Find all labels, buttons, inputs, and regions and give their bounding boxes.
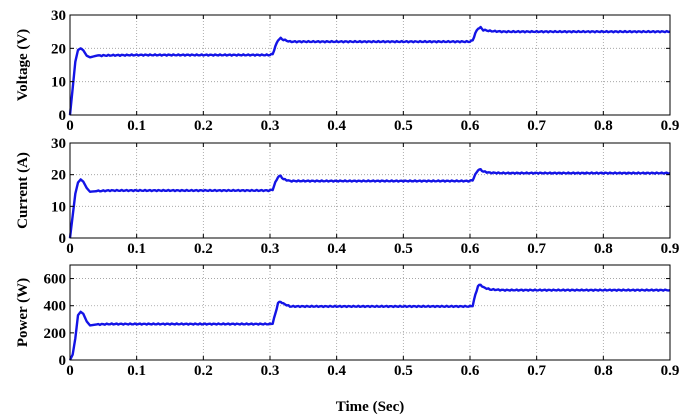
power-ytick-label: 600 bbox=[44, 272, 67, 288]
power-xtick-label: 0.2 bbox=[194, 363, 213, 379]
current-xtick-label: 0.5 bbox=[394, 241, 413, 257]
power-xtick-label: 0.6 bbox=[461, 363, 480, 379]
power-ytick-label: 400 bbox=[44, 299, 67, 315]
voltage-xtick-label: 0.3 bbox=[261, 118, 280, 134]
current-xtick-label: 0.7 bbox=[527, 241, 546, 257]
power-ytick-label: 200 bbox=[44, 326, 67, 342]
power-xtick-label: 0.4 bbox=[327, 363, 346, 379]
power-ticks: 0 0.1 0.2 0.3 0.4 0.5 0.6 0.7 0.8 0.9 0 200 400 600 bbox=[44, 265, 680, 379]
power-panel: 0 0.1 0.2 0.3 0.4 0.5 0.6 0.7 0.8 0.9 0 200 400 600 P… bbox=[15, 264, 680, 415]
current-xtick-label: 0.1 bbox=[127, 241, 146, 257]
voltage-ytick-label: 0 bbox=[59, 108, 67, 124]
voltage-ytick-label: 20 bbox=[51, 41, 66, 57]
voltage-xtick-label: 0.9 bbox=[661, 118, 680, 134]
power-ytick-label: 0 bbox=[59, 353, 67, 369]
power-axes-frame bbox=[69, 264, 671, 361]
current-xtick-label: 0.9 bbox=[661, 241, 680, 257]
voltage-axes-frame bbox=[69, 14, 671, 116]
voltage-ytick-label: 10 bbox=[51, 75, 66, 91]
power-xtick-label: 0.5 bbox=[394, 363, 413, 379]
voltage-panel: 0 0.1 0.2 0.3 0.4 0.5 0.6 0.7 0.8 0.9 0 10 20 30 Volt… bbox=[15, 8, 679, 134]
current-xtick-label: 0.2 bbox=[194, 241, 213, 257]
power-xtick-label: 0.1 bbox=[127, 363, 146, 379]
current-xtick-label: 0.3 bbox=[261, 241, 280, 257]
voltage-xtick-label: 0 bbox=[66, 118, 74, 134]
power-xtick-label: 0.7 bbox=[527, 363, 546, 379]
current-ytick-label: 30 bbox=[51, 136, 66, 152]
voltage-xtick-label: 0.2 bbox=[194, 118, 213, 134]
current-ytick-label: 10 bbox=[51, 199, 66, 215]
power-trace bbox=[68, 283, 671, 361]
time-xlabel: Time (Sec) bbox=[336, 399, 404, 415]
power-xtick-label: 0.8 bbox=[594, 363, 613, 379]
power-xtick-label: 0.3 bbox=[261, 363, 280, 379]
voltage-ylabel: Voltage (V) bbox=[15, 29, 31, 101]
voltage-xtick-label: 0.6 bbox=[461, 118, 480, 134]
power-xtick-label: 0.9 bbox=[661, 363, 680, 379]
current-xtick-label: 0.8 bbox=[594, 241, 613, 257]
voltage-ticks: 0 0.1 0.2 0.3 0.4 0.5 0.6 0.7 0.8 0.9 0 10 20 30 bbox=[51, 8, 679, 134]
power-grid bbox=[70, 265, 670, 360]
voltage-ytick-label: 30 bbox=[51, 8, 66, 24]
voltage-xtick-label: 0.4 bbox=[327, 118, 346, 134]
current-ytick-label: 20 bbox=[51, 168, 66, 184]
voltage-trace bbox=[68, 25, 671, 116]
voltage-xtick-label: 0.1 bbox=[127, 118, 146, 134]
current-trace bbox=[68, 168, 671, 239]
current-grid bbox=[70, 143, 670, 238]
power-ylabel: Power (W) bbox=[15, 278, 31, 347]
voltage-grid bbox=[70, 15, 670, 115]
power-xtick-label: 0 bbox=[66, 363, 74, 379]
current-ticks: 0 0.1 0.2 0.3 0.4 0.5 0.6 0.7 0.8 0.9 0 10 20 30 bbox=[51, 136, 679, 257]
voltage-xtick-label: 0.7 bbox=[527, 118, 546, 134]
current-panel: 0 0.1 0.2 0.3 0.4 0.5 0.6 0.7 0.8 0.9 0 10 20 30 Curr… bbox=[15, 136, 679, 257]
current-axes-frame bbox=[69, 142, 671, 239]
voltage-xtick-label: 0.8 bbox=[594, 118, 613, 134]
voltage-xtick-label: 0.5 bbox=[394, 118, 413, 134]
current-xtick-label: 0.4 bbox=[327, 241, 346, 257]
current-ytick-label: 0 bbox=[59, 231, 67, 247]
current-xtick-label: 0.6 bbox=[461, 241, 480, 257]
current-ylabel: Current (A) bbox=[15, 152, 31, 229]
current-xtick-label: 0 bbox=[66, 241, 74, 257]
